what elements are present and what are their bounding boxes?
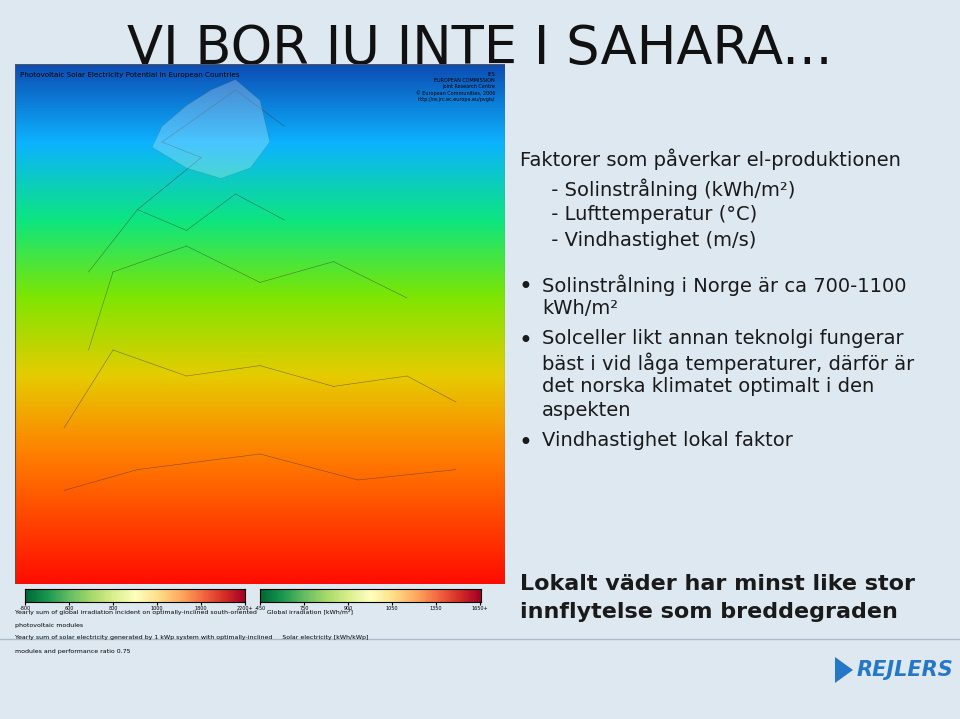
Text: bäst i vid låga temperaturer, därför är: bäst i vid låga temperaturer, därför är <box>542 353 914 375</box>
Text: IES
EUROPEAN COMMISSION
Joint Research Centre
© European Communities, 2006
http:: IES EUROPEAN COMMISSION Joint Research C… <box>416 72 495 102</box>
Text: - Vindhastighet (m/s): - Vindhastighet (m/s) <box>520 231 756 250</box>
Text: kWh/m²: kWh/m² <box>542 299 618 318</box>
Text: innflytelse som breddegraden: innflytelse som breddegraden <box>520 602 898 622</box>
Text: Solinstrålning i Norge är ca 700-1100: Solinstrålning i Norge är ca 700-1100 <box>542 275 906 296</box>
Polygon shape <box>153 80 270 178</box>
Text: Yearly sum of global irradiation incident on optimally-inclined south-oriented  : Yearly sum of global irradiation inciden… <box>15 609 353 615</box>
Text: aspekten: aspekten <box>542 401 632 420</box>
Text: REJLERS: REJLERS <box>857 660 953 680</box>
Text: •: • <box>518 431 532 455</box>
Text: det norska klimatet optimalt i den: det norska klimatet optimalt i den <box>542 377 875 396</box>
Text: Vindhastighet lokal faktor: Vindhastighet lokal faktor <box>542 431 793 450</box>
Text: Photovoltaic Solar Electricity Potential in European Countries: Photovoltaic Solar Electricity Potential… <box>20 72 240 78</box>
Text: - Solinstrålning (kWh/m²): - Solinstrålning (kWh/m²) <box>520 179 796 201</box>
Text: Lokalt väder har minst like stor: Lokalt väder har minst like stor <box>520 574 915 594</box>
Polygon shape <box>835 657 853 683</box>
Text: photovoltaic modules: photovoltaic modules <box>15 623 84 628</box>
Text: Faktorer som påverkar el-produktionen: Faktorer som påverkar el-produktionen <box>520 149 900 170</box>
Text: •: • <box>518 275 532 299</box>
Text: Solceller likt annan teknolgi fungerar: Solceller likt annan teknolgi fungerar <box>542 329 903 348</box>
Text: - Lufttemperatur (°C): - Lufttemperatur (°C) <box>520 205 757 224</box>
Text: modules and performance ratio 0.75: modules and performance ratio 0.75 <box>15 649 131 654</box>
Text: •: • <box>518 329 532 353</box>
Text: Yearly sum of solar electricity generated by 1 kWp system with optimally-incline: Yearly sum of solar electricity generate… <box>15 635 369 640</box>
Text: VI BOR JU INTE I SAHARA...: VI BOR JU INTE I SAHARA... <box>128 23 832 75</box>
